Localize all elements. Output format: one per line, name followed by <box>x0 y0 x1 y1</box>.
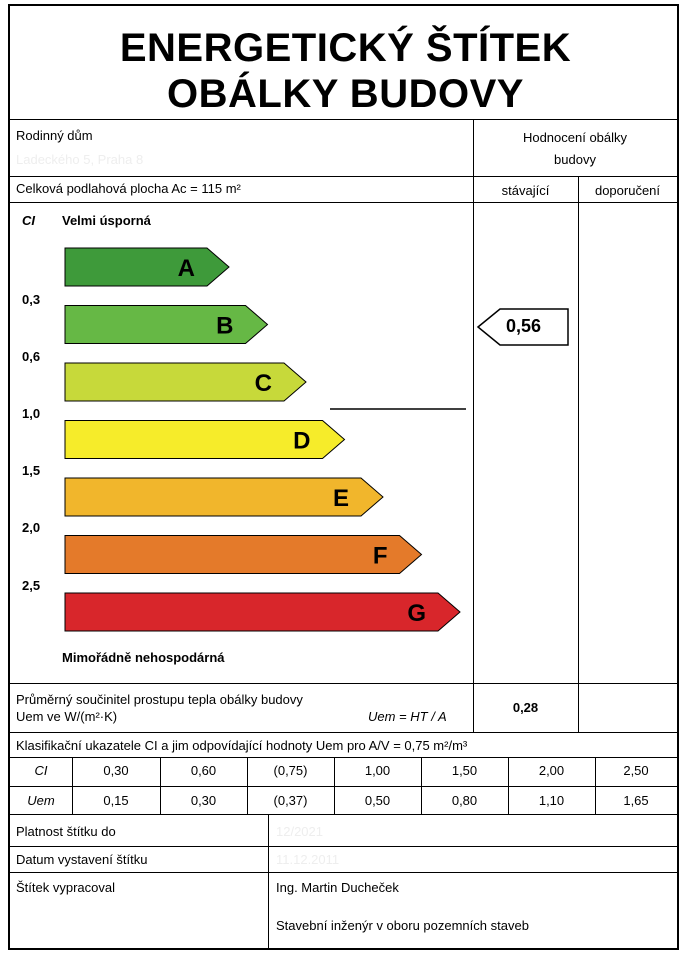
uem-formula: Uem = HT / A <box>368 709 447 724</box>
uem-cell: 0,15 <box>103 793 129 808</box>
class-b-arrow <box>64 305 269 344</box>
uem-cell: 1,10 <box>538 793 565 808</box>
ci-axis-label: CI <box>22 213 35 228</box>
ci-cell: 1,00 <box>364 763 391 778</box>
scale-top-label: Velmi úsporná <box>62 213 151 228</box>
ci-cell: 2,50 <box>623 763 649 778</box>
class-d-arrow <box>64 420 346 459</box>
ci-cell: 2,00 <box>538 763 565 778</box>
class-a-arrow <box>64 247 230 287</box>
uem-cell: 0,50 <box>364 793 391 808</box>
building-address: Ladeckého 5, Praha 8 <box>16 152 144 167</box>
row-uem-label: Uem <box>27 793 55 808</box>
current-value: 0,56 <box>506 316 542 336</box>
uem-cell: 0,80 <box>451 793 478 808</box>
title-line1: ENERGETICKÝ ŠTÍTEK <box>119 26 572 70</box>
ci-cell: (0,75) <box>273 763 308 778</box>
tick-label: 2,5 <box>22 578 41 593</box>
class-c-arrow <box>64 362 307 402</box>
class-c-label: C <box>255 370 272 397</box>
tick-label: 1,5 <box>22 463 41 478</box>
rating-title-line1: Hodnocení obálky <box>522 130 628 145</box>
building-type: Rodinný dům <box>16 128 93 143</box>
uem-cell: (0,37) <box>273 793 308 808</box>
class-arrows: A B C D E F G <box>64 247 569 632</box>
tick-label: 0,3 <box>22 292 41 307</box>
uem-cell: 1,65 <box>623 793 649 808</box>
class-f-label: F <box>373 543 388 570</box>
class-g-label: G <box>407 600 426 627</box>
class-d-label: D <box>293 428 310 455</box>
author-title: Stavební inženýr v oboru pozemních stave… <box>276 918 529 933</box>
ci-cell: 0,60 <box>190 763 217 778</box>
validity-label: Platnost štítku do <box>16 824 116 839</box>
classification-heading: Klasifikační ukazatele CI a jim odpovída… <box>16 738 468 753</box>
title-line2: OBÁLKY BUDOVY <box>167 72 524 116</box>
scale-bottom-label: Mimořádně nehospodárná <box>62 650 225 665</box>
ci-cell: 1,50 <box>451 763 478 778</box>
class-e-arrow <box>64 477 384 517</box>
class-b-label: B <box>216 313 233 340</box>
uem-label-line2: Uem ve W/(m²·K) <box>16 709 118 724</box>
ci-cell: 0,30 <box>103 763 129 778</box>
row-ci-label: CI <box>34 763 48 778</box>
column-current: stávající <box>501 183 550 198</box>
rating-title-line2: budovy <box>554 152 596 167</box>
column-recommended: doporučení <box>594 183 661 198</box>
author-name: Ing. Martin Ducheček <box>276 880 399 895</box>
tick-label: 1,0 <box>22 406 41 421</box>
uem-value: 0,28 <box>512 700 539 715</box>
uem-cell: 0,30 <box>190 793 217 808</box>
validity-value: 12/2021 <box>276 824 323 839</box>
class-e-label: E <box>333 485 349 512</box>
tick-label: 2,0 <box>22 520 41 535</box>
class-g-arrow <box>64 592 461 632</box>
issue-date-value: 11.12.2011 <box>276 852 340 867</box>
label-frame: ENERGETICKÝ ŠTÍTEK OBÁLKY BUDOVY Rodinný… <box>8 4 679 950</box>
tick-label: 0,6 <box>22 349 41 364</box>
class-f-arrow <box>64 535 423 574</box>
current-value-arrow <box>476 308 569 346</box>
issue-date-label: Datum vystavení štítku <box>16 852 148 867</box>
author-label: Štítek vypracoval <box>16 880 115 895</box>
uem-label-line1: Průměrný součinitel prostupu tepla obálk… <box>16 692 303 707</box>
floor-area: Celková podlahová plocha Ac = 115 m² <box>16 181 241 196</box>
class-a-label: A <box>178 255 195 282</box>
